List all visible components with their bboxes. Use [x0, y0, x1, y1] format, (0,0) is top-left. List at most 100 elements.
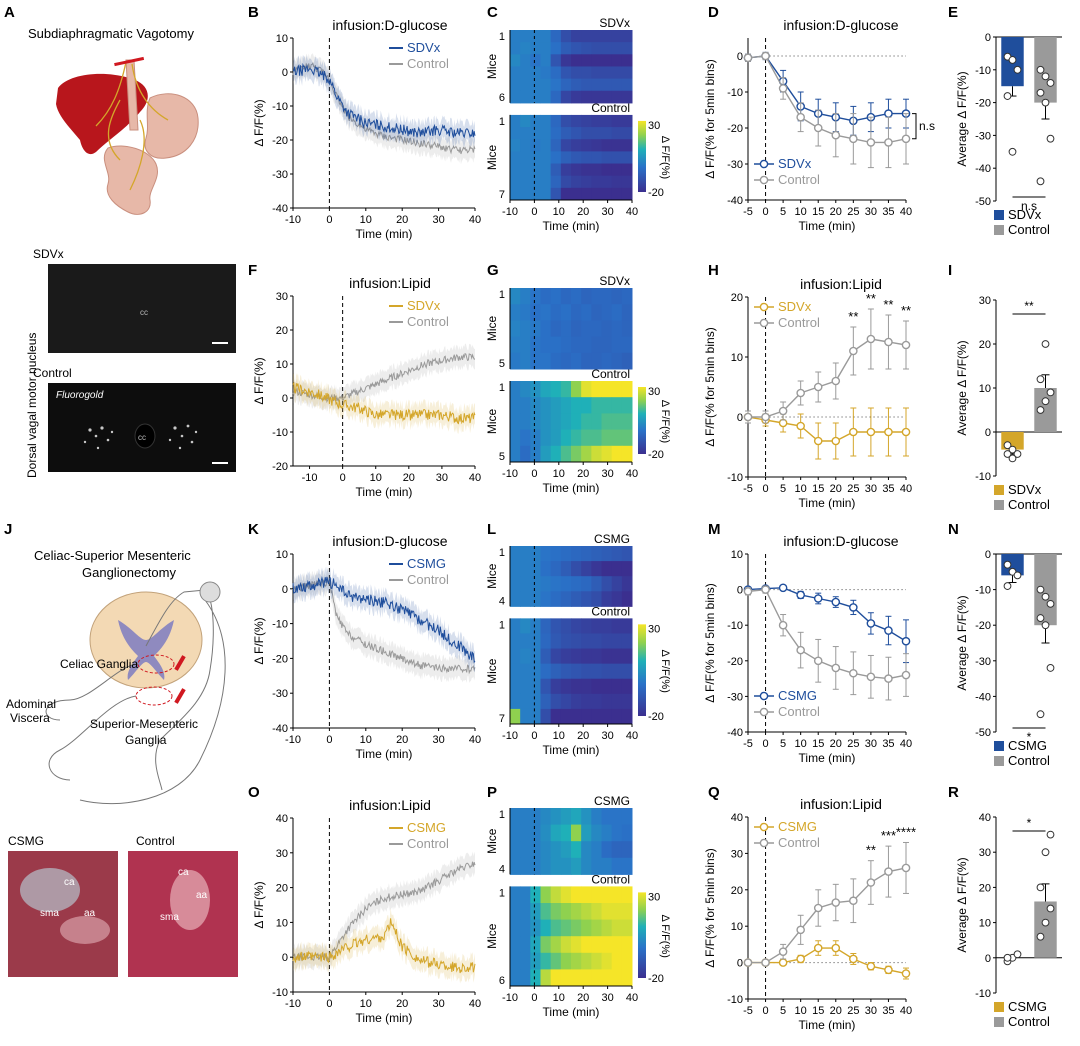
- heatmap-cell: [550, 952, 562, 970]
- heatmap-cell: [601, 397, 613, 414]
- legend-label: Control: [778, 315, 820, 330]
- y-axis-label: Average Δ F/F(%): [955, 340, 969, 435]
- x-tick-label: 30: [601, 992, 613, 1004]
- legend-label: CSMG: [778, 819, 817, 834]
- heatmap-cell: [621, 936, 633, 954]
- x-tick-label: 10: [370, 472, 382, 484]
- data-point: [866, 427, 876, 437]
- panel-letter-b: B: [248, 4, 259, 21]
- heatmap-cell: [571, 808, 582, 826]
- panel-letter-e: E: [948, 4, 958, 21]
- y-tick-label: -10: [975, 471, 991, 483]
- row-label: 6: [499, 92, 505, 104]
- heatmap-cell: [611, 824, 623, 842]
- x-tick-label: -5: [743, 1005, 753, 1017]
- row-label: 1: [499, 887, 505, 899]
- heatmap-cell: [611, 381, 623, 398]
- data-point: [813, 382, 823, 392]
- data-point: [1003, 450, 1012, 458]
- heatmap-cell: [550, 445, 562, 463]
- data-point: [1008, 56, 1017, 64]
- heatmap-cell: [571, 288, 582, 305]
- heatmap-cell: [540, 320, 552, 338]
- fluorogold-cells: [83, 424, 198, 450]
- panel-letter-p: P: [487, 784, 497, 801]
- heatmap-cell: [581, 678, 592, 695]
- x-tick-label: 30: [865, 1005, 877, 1017]
- heatmap-cell: [621, 857, 633, 875]
- heatmap-cell: [510, 175, 521, 189]
- heatmap-cell: [520, 413, 531, 431]
- y-tick-label: -40: [727, 727, 743, 739]
- heatmap-cell: [611, 903, 623, 921]
- series-sem-band: [293, 54, 475, 148]
- heatmap-cell: [550, 429, 562, 447]
- y-axis-label: Δ F/F(% for 5min bins): [703, 848, 717, 967]
- heatmap-cell: [601, 30, 613, 43]
- heatmap-cell: [530, 429, 541, 447]
- heatmap-cell: [581, 919, 592, 937]
- heatmap-cell: [591, 808, 602, 826]
- data-point: [743, 412, 753, 422]
- heatmap-cell: [571, 445, 582, 463]
- heatmap-cell: [520, 352, 531, 370]
- data-point: [884, 674, 893, 683]
- heatmap-cell: [550, 969, 562, 987]
- data-point: [743, 587, 753, 596]
- x-axis-label: Time (min): [543, 1005, 600, 1019]
- heatmap-cell: [601, 90, 613, 104]
- heatmap-cell: [621, 66, 633, 80]
- heatmap-cell: [530, 175, 541, 189]
- data-point: [831, 130, 841, 140]
- heatmap-cell: [520, 919, 531, 937]
- nerve-path-illustration: [79, 589, 226, 805]
- data-point: [831, 898, 841, 907]
- heatmap-cell: [571, 857, 582, 875]
- y-tick-label: -30: [975, 656, 991, 668]
- data-point: [1036, 883, 1045, 892]
- heatmap-cell: [571, 903, 582, 921]
- legend-label: CSMG: [1008, 738, 1047, 753]
- intestine-illustration: [103, 145, 158, 215]
- heatmap-cell: [530, 824, 541, 842]
- heatmap-cell: [571, 936, 582, 954]
- heatmap-cell: [540, 919, 552, 937]
- x-tick-label: -10: [502, 206, 518, 218]
- legend-label: SDVx: [407, 40, 441, 55]
- y-tick-label: -30: [975, 130, 991, 142]
- legend-label: Control: [407, 572, 449, 587]
- heatmap-cell: [581, 175, 592, 189]
- y-tick-label: -20: [272, 135, 288, 147]
- heatmap-cell: [540, 413, 552, 431]
- heatmap-cell: [510, 127, 521, 140]
- heatmap-cell: [560, 618, 572, 634]
- heatmap-group-label: Control: [591, 604, 630, 618]
- heatmap-cell: [520, 304, 531, 321]
- y-tick-label: -40: [975, 691, 991, 703]
- x-tick-label: 30: [865, 738, 877, 750]
- legend-label: Control: [1008, 1014, 1050, 1029]
- heatmap-cell: [581, 936, 592, 954]
- heatmap-cell: [560, 576, 572, 592]
- y-tick-label: 0: [282, 67, 288, 79]
- data-point: [813, 436, 823, 446]
- heatmap-cell: [510, 304, 521, 321]
- heatmap-cell: [601, 54, 613, 67]
- heatmap-cell: [510, 693, 521, 710]
- heatmap-cell: [571, 841, 582, 859]
- y-tick-label: -40: [272, 203, 288, 215]
- heatmap-cell: [540, 429, 552, 447]
- colorbar-label: Δ F/F(%): [659, 914, 671, 957]
- chart-o: 40 30 20 10 0 -10-10 0 10 20 30 40 Time (min) Δ F/F(…: [252, 797, 481, 1025]
- y-tick-label: -10: [272, 427, 288, 439]
- y-tick-label: 0: [282, 393, 288, 405]
- heatmap-cell: [591, 824, 602, 842]
- y-tick-label: 0: [985, 427, 991, 439]
- heatmap-cell: [621, 808, 633, 826]
- y-tick-label: -10: [975, 65, 991, 77]
- heatmap-cell: [621, 824, 633, 842]
- data-point: [866, 961, 876, 971]
- data-point: [901, 969, 911, 978]
- heatmap-cell: [571, 151, 582, 165]
- heatmap-cell: [601, 841, 613, 859]
